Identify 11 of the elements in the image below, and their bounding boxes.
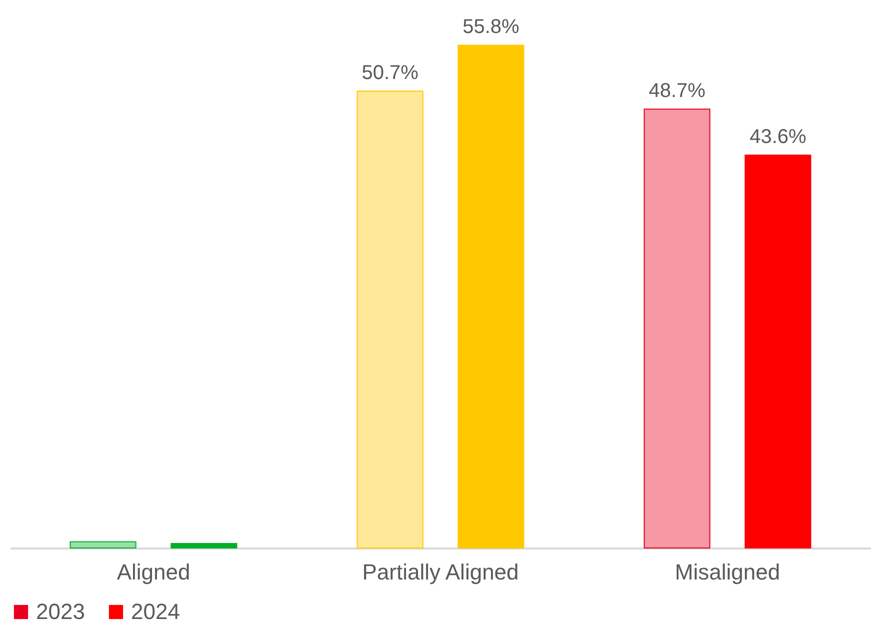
data-label: 48.7% [648, 80, 706, 102]
x-tick-label: Partially Aligned [362, 560, 519, 584]
legend-label: 2024 [131, 599, 180, 624]
x-tick-label: Aligned [116, 560, 190, 584]
data-label: 50.7% [362, 62, 419, 84]
data-label: 43.6% [750, 126, 807, 148]
legend-label: 2023 [36, 599, 85, 624]
bar [644, 108, 710, 548]
bar [744, 154, 812, 548]
data-label: 55.8% [462, 16, 520, 38]
x-tick-label: Misaligned [674, 560, 780, 584]
